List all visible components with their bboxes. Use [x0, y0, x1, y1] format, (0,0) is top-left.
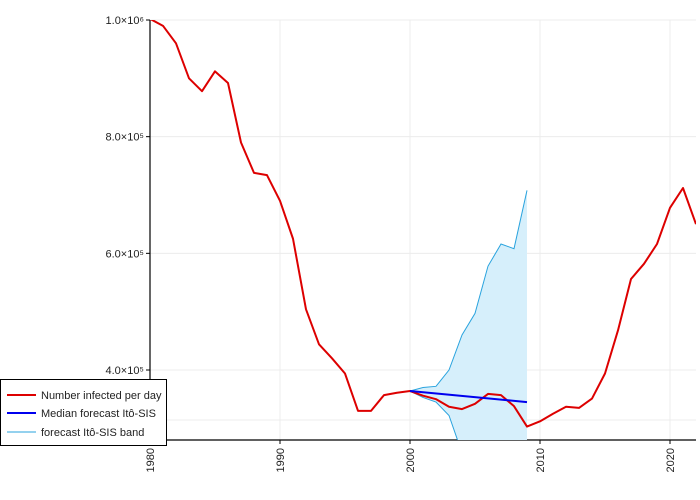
infected-line [150, 20, 696, 428]
y-tick-label: 1.0×10⁶ [106, 15, 144, 27]
forecast-band-upper-line [409, 190, 528, 392]
legend[interactable]: Number infected per day Median forecast I… [0, 379, 167, 446]
y-tick-label: 6.0×10⁵ [105, 248, 144, 260]
legend-label: forecast Itô-SIS band [41, 427, 144, 439]
y-tick-label: 8.0×10⁵ [105, 132, 144, 144]
legend-item-band[interactable]: forecast Itô-SIS band [7, 427, 144, 439]
grid [149, 19, 696, 440]
forecast-band-lower-line [409, 390, 459, 440]
legend-label: Median forecast Itô-SIS [41, 408, 156, 420]
legend-label: Number infected per day [41, 390, 162, 402]
x-tick-label: 2010 [535, 448, 547, 472]
median-forecast-line [409, 390, 528, 404]
y-tick-label: 4.0×10⁵ [105, 365, 144, 377]
tick-labels: 1980 1990 2000 2010 2020 4.0×10⁵ 6.0×10⁵ 8.0×10… [105, 15, 677, 472]
x-tick-label: 2000 [405, 448, 417, 472]
x-tick-label: 1990 [275, 448, 287, 472]
legend-item-infected[interactable]: Number infected per day [7, 390, 162, 402]
x-tick-label: 2020 [665, 448, 677, 472]
series-lines [150, 20, 696, 428]
forecast-band [409, 190, 528, 440]
legend-item-median[interactable]: Median forecast Itô-SIS [7, 408, 156, 420]
x-tick-label: 1980 [145, 448, 157, 472]
forecast-band-area [410, 190, 527, 440]
